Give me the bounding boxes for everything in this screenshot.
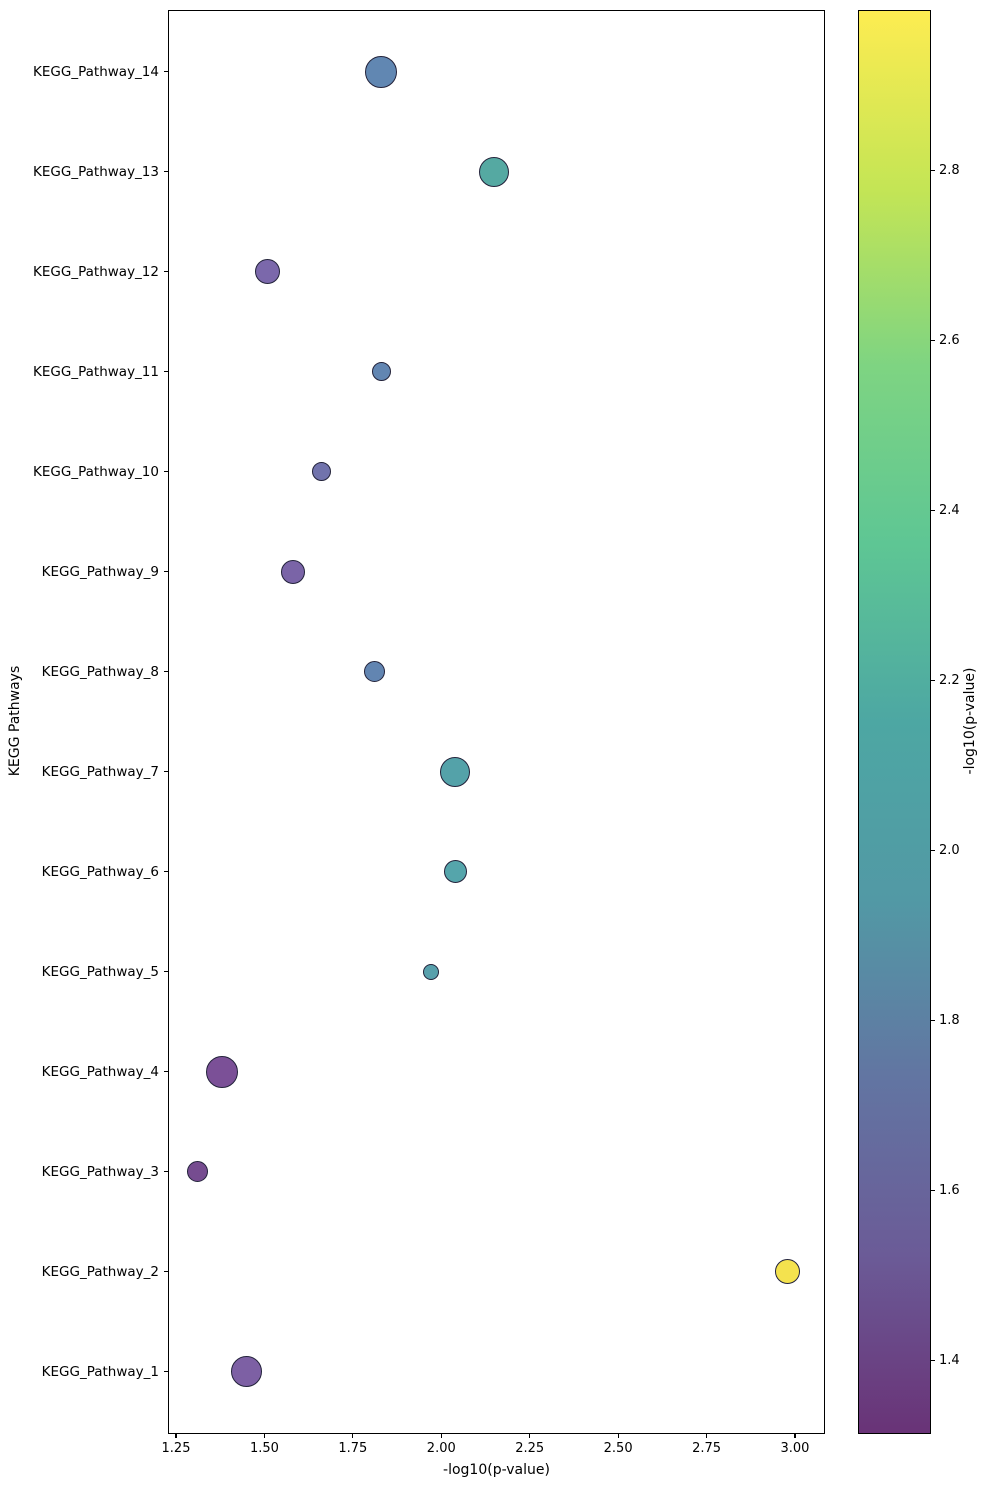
y-tick-mark	[164, 671, 168, 673]
colorbar-tick-label: 2.6	[939, 332, 960, 348]
x-tick-mark	[705, 1434, 708, 1438]
colorbar-gradient	[858, 10, 931, 1434]
bubble-KEGG_Pathway_8	[363, 661, 385, 683]
y-tick-mark	[164, 171, 168, 173]
colorbar-tick-label: 1.6	[939, 1182, 960, 1198]
x-axis-label: -log10(p-value)	[443, 1462, 550, 1478]
x-tick-label: 1.50	[249, 1441, 279, 1456]
colorbar-tick-mark	[931, 1360, 935, 1362]
x-tick-mark	[440, 1434, 442, 1438]
x-tick-label: 2.75	[692, 1441, 722, 1456]
y-tick-mark	[164, 271, 168, 273]
colorbar-tick-mark	[931, 1020, 935, 1022]
x-tick-mark	[617, 1434, 619, 1438]
bubble-KEGG_Pathway_1	[231, 1356, 263, 1388]
y-tick-label: KEGG_Pathway_8	[41, 663, 159, 680]
y-tick-label: KEGG_Pathway_6	[41, 863, 159, 880]
bubble-KEGG_Pathway_13	[479, 156, 510, 187]
y-tick-mark	[164, 1271, 168, 1273]
plot-area	[168, 10, 825, 1434]
y-tick-label: KEGG_Pathway_10	[33, 463, 159, 480]
y-tick-label: KEGG_Pathway_12	[33, 263, 159, 280]
y-tick-mark	[164, 471, 168, 473]
x-tick-mark	[352, 1434, 354, 1438]
y-tick-label: KEGG_Pathway_11	[33, 363, 159, 380]
x-tick-mark	[263, 1434, 266, 1438]
x-tick-label: 3.00	[780, 1441, 810, 1456]
bubble-KEGG_Pathway_12	[255, 259, 281, 285]
colorbar-tick-mark	[931, 170, 935, 172]
x-tick-label: 2.00	[426, 1441, 456, 1456]
bubble-KEGG_Pathway_3	[186, 1161, 208, 1183]
y-tick-label: KEGG_Pathway_4	[41, 1063, 159, 1080]
y-tick-mark	[164, 1171, 168, 1173]
y-tick-mark	[164, 1371, 168, 1373]
y-tick-mark	[164, 871, 168, 873]
y-tick-label: KEGG_Pathway_9	[41, 563, 159, 580]
bubble-KEGG_Pathway_9	[280, 559, 305, 584]
y-tick-label: KEGG_Pathway_13	[33, 163, 159, 180]
x-tick-mark	[175, 1434, 177, 1438]
colorbar-tick-mark	[931, 1190, 935, 1192]
y-tick-label: KEGG_Pathway_2	[41, 1263, 159, 1280]
bubble-KEGG_Pathway_10	[311, 462, 331, 482]
y-tick-mark	[164, 371, 168, 373]
colorbar-tick-label: 2.8	[939, 162, 960, 178]
bubble-KEGG_Pathway_7	[440, 756, 471, 787]
x-tick-label: 1.75	[338, 1441, 368, 1456]
y-tick-label: KEGG_Pathway_5	[41, 963, 159, 980]
colorbar-tick-label: 2.2	[939, 672, 960, 688]
colorbar-tick-mark	[931, 510, 935, 512]
colorbar-tick-label: 2.4	[939, 502, 960, 518]
colorbar-tick-label: 1.8	[939, 1012, 960, 1028]
colorbar-tick-label: 1.4	[939, 1352, 960, 1368]
x-tick-mark	[794, 1434, 796, 1438]
colorbar-tick-mark	[931, 340, 935, 342]
x-tick-mark	[529, 1434, 531, 1438]
bubble-KEGG_Pathway_4	[205, 1055, 238, 1088]
y-tick-label: KEGG_Pathway_3	[41, 1163, 159, 1180]
x-tick-label: 2.50	[603, 1441, 633, 1456]
y-tick-mark	[164, 571, 168, 573]
y-tick-mark	[164, 71, 168, 73]
bubble-KEGG_Pathway_11	[371, 362, 391, 382]
x-tick-label: 2.25	[515, 1441, 545, 1456]
y-tick-label: KEGG_Pathway_14	[33, 63, 159, 80]
x-tick-label: 1.25	[161, 1441, 191, 1456]
y-tick-mark	[164, 771, 168, 773]
colorbar-tick-mark	[931, 680, 935, 682]
y-tick-label: KEGG_Pathway_7	[41, 763, 159, 780]
bubble-KEGG_Pathway_14	[365, 55, 398, 88]
colorbar-tick-label: 2.0	[939, 842, 960, 858]
y-tick-mark	[164, 971, 168, 973]
bubble-KEGG_Pathway_2	[775, 1259, 801, 1285]
colorbar-tick-mark	[931, 850, 935, 852]
y-tick-mark	[164, 1071, 168, 1073]
y-tick-label: KEGG_Pathway_1	[41, 1363, 159, 1380]
bubble-KEGG_Pathway_5	[422, 963, 439, 980]
bubble-KEGG_Pathway_6	[443, 860, 467, 884]
colorbar-label: -log10(p-value)	[962, 667, 978, 775]
